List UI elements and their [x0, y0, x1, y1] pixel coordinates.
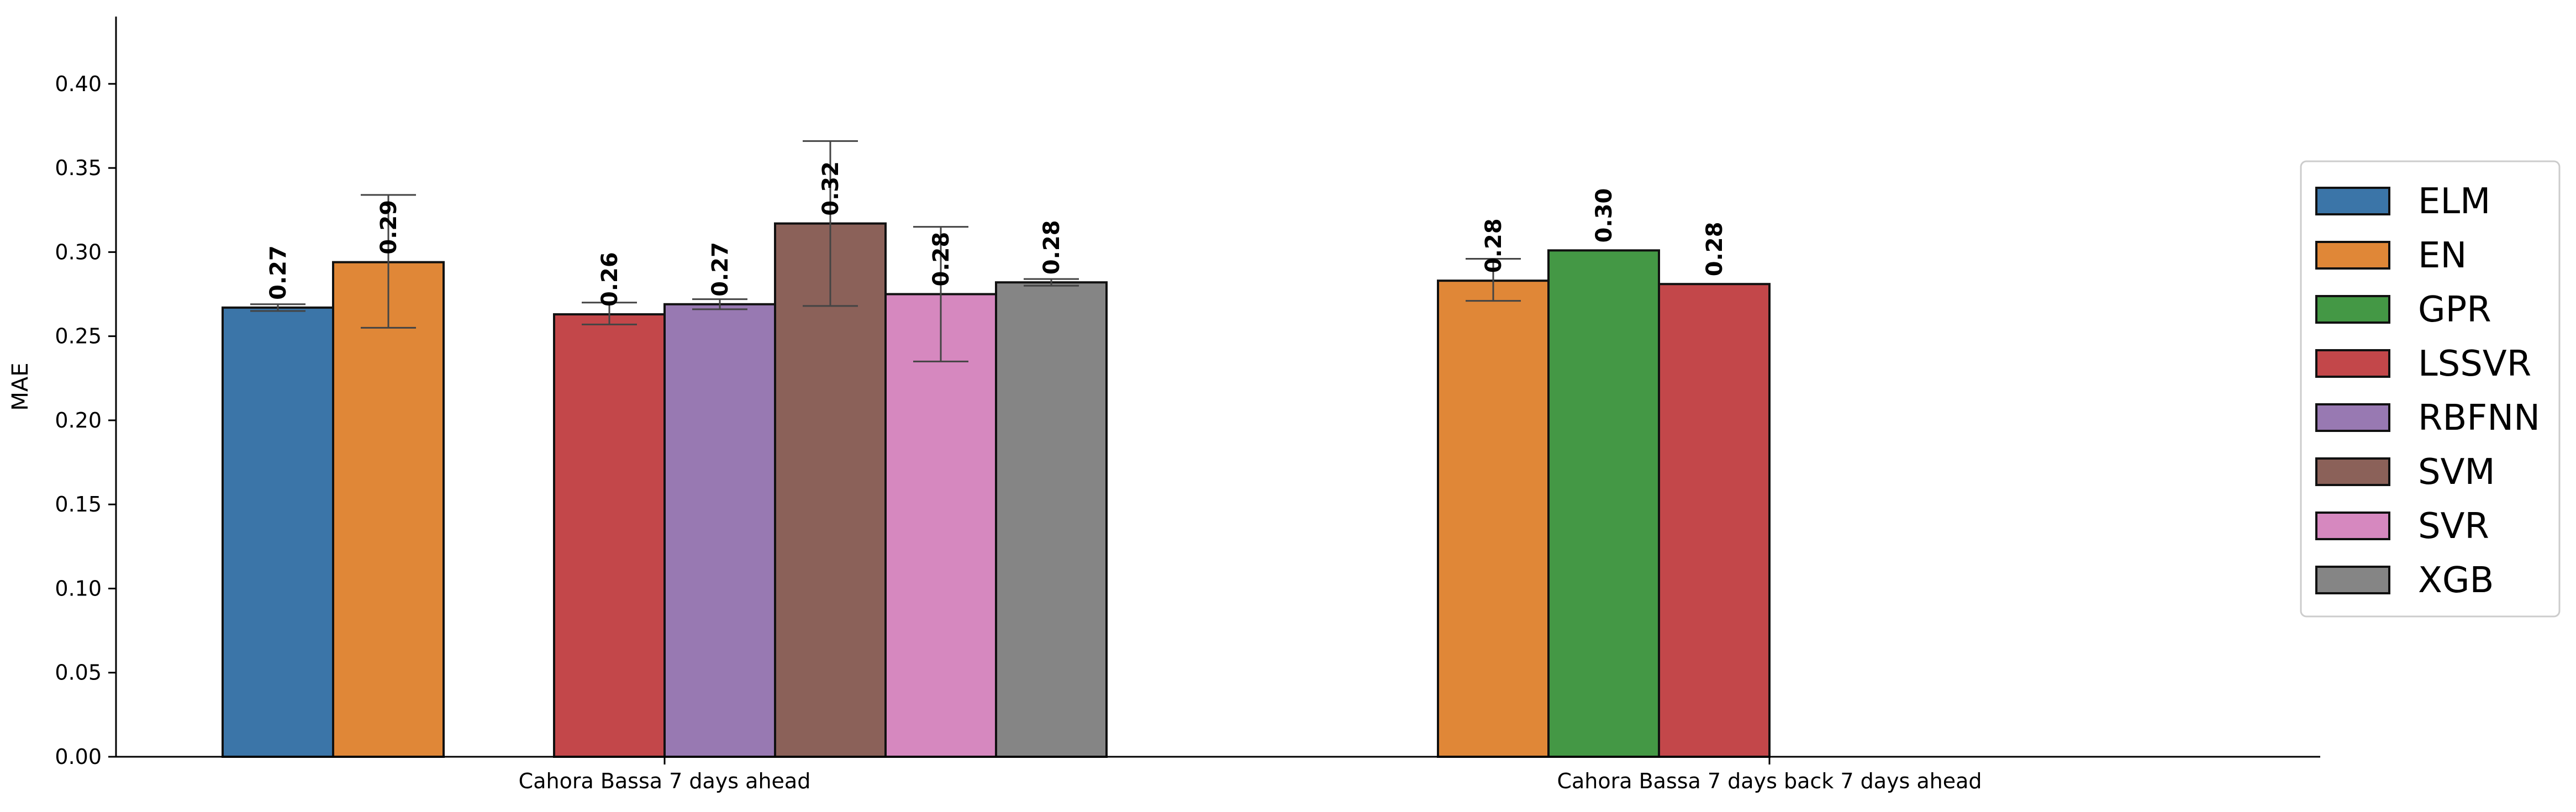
y-tick-label: 0.35	[55, 156, 102, 180]
y-tick-label: 0.15	[55, 492, 102, 516]
legend-swatch-lssvr	[2315, 349, 2390, 378]
bar-xgb	[995, 281, 1108, 758]
legend-label-svm: SVM	[2418, 452, 2495, 493]
bar-en	[332, 261, 445, 758]
bar-value-labels: 0.27 0.29 0.26 0.27 0.32 0.28 0.28 0.28 0.30 0.28	[266, 161, 1727, 307]
y-tick-label: 0.30	[55, 240, 102, 264]
y-tick-label: 0.10	[55, 576, 102, 600]
y-tick-label: 0.05	[55, 661, 102, 685]
legend-label-xgb: XGB	[2418, 560, 2494, 601]
bar-svr	[884, 293, 997, 758]
legend-swatch-rbfnn	[2315, 403, 2390, 432]
legend: ELM EN GPR LSSVR RBFNN SVM SVR XGB	[2300, 160, 2561, 618]
bar-value-label: 0.28	[1481, 218, 1506, 273]
y-tick-label: 0.40	[55, 72, 102, 96]
bar-elm	[222, 306, 334, 758]
legend-swatch-xgb	[2315, 566, 2390, 594]
bar-value-label: 0.29	[376, 200, 402, 255]
bar-en	[1437, 280, 1550, 758]
legend-label-en: EN	[2418, 235, 2467, 276]
legend-swatch-elm	[2315, 187, 2390, 215]
bar-lssvr	[553, 313, 666, 758]
legend-label-lssvr: LSSVR	[2418, 344, 2531, 384]
error-bars	[250, 140, 1521, 362]
legend-label-svr: SVR	[2418, 506, 2489, 547]
bar-value-label: 0.28	[929, 232, 954, 287]
y-tick-label: 0.25	[55, 324, 102, 349]
y-axis-label: MAE	[8, 362, 33, 410]
bar-value-label: 0.26	[597, 252, 623, 307]
legend-label-rbfnn: RBFNN	[2418, 398, 2540, 439]
y-tick-label: 0.20	[55, 408, 102, 433]
legend-swatch-svm	[2315, 457, 2390, 486]
legend-swatch-svr	[2315, 512, 2390, 540]
y-axis-ticks: 0.00 0.05 0.10 0.15 0.20 0.25 0.30 0.35 0.40	[55, 72, 116, 769]
bar-value-label: 0.27	[708, 242, 733, 297]
legend-frame	[2300, 160, 2561, 618]
bar-rbfnn	[663, 303, 776, 758]
y-tick-label: 0.00	[55, 745, 102, 769]
bar-value-label: 0.30	[1592, 188, 1617, 243]
legend-swatch-gpr	[2315, 295, 2390, 324]
bar-gpr	[1547, 249, 1660, 758]
bar-value-label: 0.28	[1702, 222, 1727, 277]
x-axis-ticks: Cahora Bassa 7 days ahead Cahora Bassa 7 …	[519, 757, 1982, 793]
x-tick-label: Cahora Bassa 7 days ahead	[519, 769, 811, 793]
bars	[222, 222, 1771, 758]
legend-label-elm: ELM	[2418, 181, 2490, 222]
bar-value-label: 0.27	[266, 245, 291, 300]
bar-lssvr	[1658, 283, 1771, 758]
legend-label-gpr: GPR	[2418, 289, 2491, 330]
x-tick-label: Cahora Bassa 7 days back 7 days ahead	[1557, 769, 1982, 793]
bar-value-label: 0.32	[818, 161, 844, 216]
bar-value-label: 0.28	[1039, 220, 1065, 275]
legend-swatch-en	[2315, 241, 2390, 270]
